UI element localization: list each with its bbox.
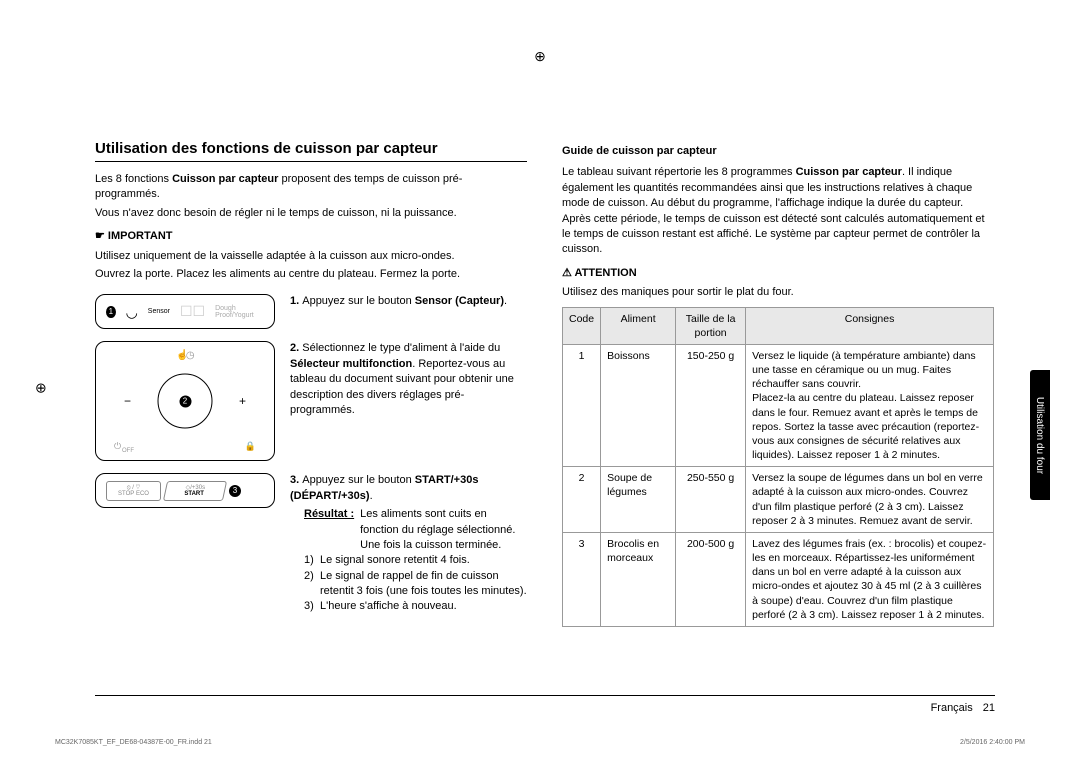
sensor-label: Sensor xyxy=(148,308,170,315)
plus-label: + xyxy=(239,394,246,408)
result-list: 1)Le signal sonore retentit 4 fois. 2)Le… xyxy=(290,553,527,615)
page-content: Utilisation des fonctions de cuisson par… xyxy=(95,140,995,627)
step-2-row: ☝ ◷ − + 2 ⏻ OFF 🔒 2. Sélectionnez le typ… xyxy=(95,341,527,461)
important-heading: IMPORTANT xyxy=(95,229,527,244)
result-text: Les aliments sont cuits en fonction du r… xyxy=(360,507,527,553)
result-label: Résultat : xyxy=(304,507,360,553)
start-button-shape: ◇/+30s START xyxy=(163,481,227,501)
side-tab-label: Utilisation du four xyxy=(1035,396,1046,473)
table-row: 2Soupe de légumes250-550 gVersez la soup… xyxy=(563,467,994,533)
step-2-text: 2. Sélectionnez le type d'aliment à l'ai… xyxy=(290,341,527,418)
important-text-1: Utilisez uniquement de la vaisselle adap… xyxy=(95,249,527,264)
th-food: Aliment xyxy=(601,307,676,344)
clock-icon: ◷ xyxy=(186,350,195,361)
dial-circle: 2 xyxy=(158,374,213,429)
step-2-marker: 2 xyxy=(179,395,191,407)
attention-text: Utilisez des maniques pour sortir le pla… xyxy=(562,285,994,300)
crop-mark-top: ⊕ xyxy=(534,48,546,65)
minus-label: − xyxy=(124,394,131,408)
power-icon: ⏻ xyxy=(114,441,121,452)
footer-language: Français21 xyxy=(931,702,995,714)
off-label: OFF xyxy=(122,448,134,454)
dough-icon: ☐☐ xyxy=(180,303,205,320)
intro-text-2: Vous n'avez donc besoin de régler ni le … xyxy=(95,206,527,221)
footer-rule xyxy=(95,695,995,696)
footer-timestamp: 2/5/2016 2:40:00 PM xyxy=(960,739,1025,746)
step-3-text: 3. Appuyez sur le bouton START/+30s (DÉP… xyxy=(290,473,527,615)
table-row: 1Boissons150-250 gVersez le liquide (à t… xyxy=(563,344,994,466)
step-3-marker: 3 xyxy=(229,485,241,497)
section-title: Utilisation des fonctions de cuisson par… xyxy=(95,140,527,162)
intro-text-1: Les 8 fonctions Cuisson par capteur prop… xyxy=(95,172,527,203)
left-column: Utilisation des fonctions de cuisson par… xyxy=(95,140,527,627)
stop-eco-button: ⦸ / ♡ STOP ECO xyxy=(106,481,161,501)
crop-mark-left: ⊕ xyxy=(35,380,47,397)
guide-title: Guide de cuisson par capteur xyxy=(562,144,994,159)
start-button-diagram: ⦸ / ♡ STOP ECO ◇/+30s START 3 xyxy=(95,473,275,508)
step-1-text: 1. Appuyez sur le bouton Sensor (Capteur… xyxy=(290,294,527,309)
guide-paragraph: Le tableau suivant répertorie les 8 prog… xyxy=(562,165,994,257)
th-instructions: Consignes xyxy=(746,307,994,344)
side-tab: Utilisation du four xyxy=(1030,370,1050,500)
footer-doc-id: MC32K7085KT_EF_DE68-04387E-00_FR.indd 21 xyxy=(55,739,212,746)
step-3-row: ⦸ / ♡ STOP ECO ◇/+30s START 3 3. Appuyez… xyxy=(95,473,527,615)
dough-label: Dough Proof/Yogurt xyxy=(215,305,264,319)
th-code: Code xyxy=(563,307,601,344)
sensor-button-diagram: 1 ◡ Sensor ☐☐ Dough Proof/Yogurt xyxy=(95,294,275,329)
attention-heading: ATTENTION xyxy=(562,266,994,281)
step-1-marker: 1 xyxy=(106,306,116,318)
important-text-2: Ouvrez la porte. Placez les aliments au … xyxy=(95,267,527,282)
dial-diagram: ☝ ◷ − + 2 ⏻ OFF 🔒 xyxy=(95,341,275,461)
sensor-icon: ◡ xyxy=(126,305,138,319)
cooking-table: Code Aliment Taille de la portion Consig… xyxy=(562,307,994,627)
lock-icon: 🔒 xyxy=(245,441,256,452)
right-column: Guide de cuisson par capteur Le tableau … xyxy=(562,140,994,627)
th-size: Taille de la portion xyxy=(676,307,746,344)
table-row: 3Brocolis en morceaux200-500 gLavez des … xyxy=(563,532,994,626)
step-1-row: 1 ◡ Sensor ☐☐ Dough Proof/Yogurt 1. Appu… xyxy=(95,294,527,329)
